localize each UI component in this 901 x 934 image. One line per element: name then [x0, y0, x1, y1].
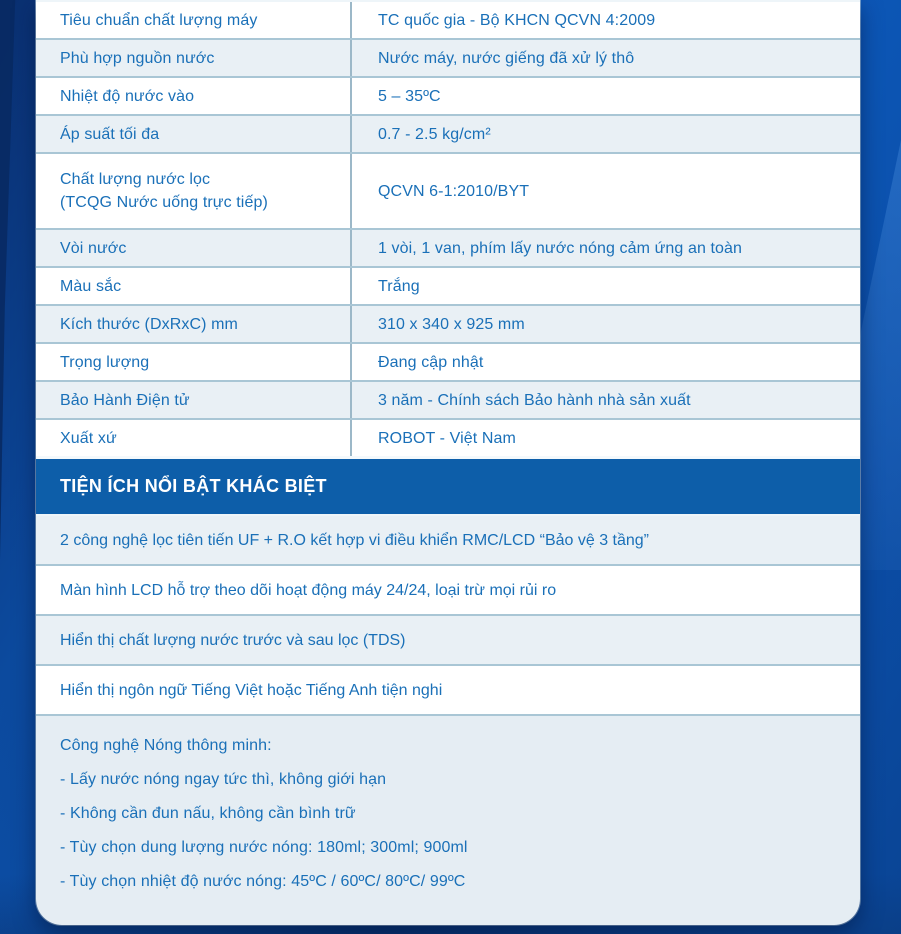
section-title: TIỆN ÍCH NỔI BẬT KHÁC BIỆT	[60, 476, 327, 496]
features-list: 2 công nghệ lọc tiên tiến UF + R.O kết h…	[36, 514, 860, 714]
spec-label: Bảo Hành Điện tử	[60, 391, 190, 409]
spec-panel: Tiêu chuẩn chất lượng máy TC quốc gia - B…	[36, 0, 860, 925]
spec-table: Tiêu chuẩn chất lượng máy TC quốc gia - B…	[36, 0, 860, 456]
feature-row: Hiển thị ngôn ngữ Tiếng Việt hoặc Tiếng …	[36, 664, 860, 714]
spec-label: Tiêu chuẩn chất lượng máy	[60, 11, 258, 29]
spec-value: Đang cập nhật	[350, 344, 860, 380]
section-header: TIỆN ÍCH NỔI BẬT KHÁC BIỆT	[36, 456, 860, 514]
spec-value: QCVN 6-1:2010/BYT	[350, 154, 860, 228]
spec-value: 3 năm - Chính sách Bảo hành nhà sản xuất	[350, 382, 860, 418]
spec-value: 5 – 35ºC	[350, 78, 860, 114]
spec-label: Phù hợp nguồn nước	[60, 49, 215, 67]
table-row: Chất lượng nước lọc (TCQG Nước uống trực…	[36, 152, 860, 228]
spec-value: 310 x 340 x 925 mm	[350, 306, 860, 342]
table-row: Trọng lượng Đang cập nhật	[36, 342, 860, 380]
table-row: Nhiệt độ nước vào 5 – 35ºC	[36, 76, 860, 114]
spec-label: Màu sắc	[60, 277, 122, 295]
table-row: Kích thước (DxRxC) mm 310 x 340 x 925 mm	[36, 304, 860, 342]
table-row: Áp suất tối đa 0.7 - 2.5 kg/cm²	[36, 114, 860, 152]
spec-label: Áp suất tối đa	[60, 125, 160, 143]
spec-label: Xuất xứ	[60, 429, 117, 447]
table-row: Màu sắc Trắng	[36, 266, 860, 304]
smart-hot-line: - Không cần đun nấu, không cần bình trữ	[60, 805, 356, 822]
spec-label: Vòi nước	[60, 239, 127, 257]
spec-value: TC quốc gia - Bộ KHCN QCVN 4:2009	[350, 2, 860, 38]
table-row: Vòi nước 1 vòi, 1 van, phím lấy nước nóng…	[36, 228, 860, 266]
smart-hot-heading: Công nghệ Nóng thông minh:	[60, 737, 272, 754]
spec-value: ROBOT - Việt Nam	[350, 420, 860, 456]
feature-row: 2 công nghệ lọc tiên tiến UF + R.O kết h…	[36, 514, 860, 564]
smart-hot-line: - Tùy chọn nhiệt độ nước nóng: 45ºC / 60…	[60, 873, 466, 890]
table-row: Bảo Hành Điện tử 3 năm - Chính sách Bảo h…	[36, 380, 860, 418]
spec-label: Kích thước (DxRxC) mm	[60, 315, 238, 333]
spec-value: 1 vòi, 1 van, phím lấy nước nóng cảm ứng…	[350, 230, 860, 266]
spec-value: 0.7 - 2.5 kg/cm²	[350, 116, 860, 152]
table-row: Xuất xứ ROBOT - Việt Nam	[36, 418, 860, 456]
spec-table-body: Tiêu chuẩn chất lượng máy TC quốc gia - B…	[36, 0, 860, 456]
feature-row: Hiển thị chất lượng nước trước và sau lọ…	[36, 614, 860, 664]
spec-label: Trọng lượng	[60, 353, 150, 371]
spec-label: Chất lượng nước lọc (TCQG Nước uống trực…	[60, 171, 268, 211]
table-row: Tiêu chuẩn chất lượng máy TC quốc gia - B…	[36, 0, 860, 38]
spec-value: Nước máy, nước giếng đã xử lý thô	[350, 40, 860, 76]
table-row: Phù hợp nguồn nước Nước máy, nước giếng đ…	[36, 38, 860, 76]
background-shape-left	[0, 0, 16, 560]
spec-value: Trắng	[350, 268, 860, 304]
smart-hot-lines: - Lấy nước nóng ngay tức thì, không giới…	[60, 763, 846, 899]
spec-label: Nhiệt độ nước vào	[60, 87, 195, 105]
smart-hot-block: Công nghệ Nóng thông minh: - Lấy nước nó…	[36, 714, 860, 925]
feature-row: Màn hình LCD hỗ trợ theo dõi hoạt động m…	[36, 564, 860, 614]
smart-hot-line: - Lấy nước nóng ngay tức thì, không giới…	[60, 771, 387, 788]
smart-hot-line: - Tùy chọn dung lượng nước nóng: 180ml; …	[60, 839, 468, 856]
